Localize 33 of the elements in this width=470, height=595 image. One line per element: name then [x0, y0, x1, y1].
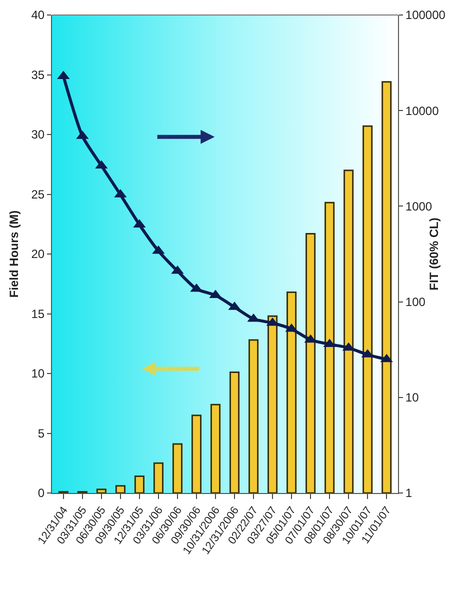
- bar: [229, 372, 240, 493]
- bar: [96, 488, 106, 493]
- y-tick-label: 0: [38, 486, 45, 500]
- y2-tick-label: 100000: [405, 8, 446, 22]
- y-tick-label: 20: [31, 247, 45, 262]
- bar: [172, 443, 182, 493]
- bar: [115, 485, 126, 493]
- bar: [191, 414, 202, 493]
- y2-tick-label: 1: [405, 486, 412, 500]
- y2-tick-label: 10000: [405, 104, 440, 118]
- y-tick-label: 15: [31, 306, 45, 321]
- y2-tick-label: 1000: [405, 199, 432, 214]
- bar: [324, 202, 335, 493]
- bar: [210, 404, 221, 493]
- bar: [382, 81, 392, 493]
- y-tick-label: 30: [31, 128, 45, 142]
- y-tick-label: 25: [31, 187, 45, 202]
- bar: [153, 462, 164, 493]
- bar: [268, 315, 278, 493]
- y2-tick-label: 100: [405, 295, 426, 309]
- bar: [286, 291, 297, 493]
- y2-tick-label: 10: [405, 390, 420, 405]
- bar: [248, 339, 259, 493]
- bar: [344, 170, 354, 493]
- bar: [134, 476, 144, 493]
- y-tick-label: 5: [38, 426, 45, 440]
- y-tick-label: 35: [31, 68, 45, 82]
- bar: [306, 232, 316, 493]
- y-tick-label: 40: [31, 8, 45, 22]
- y-axis-title: Field Hours (M): [7, 210, 21, 298]
- y-tick-label: 10: [31, 366, 45, 381]
- bar: [362, 125, 373, 493]
- y2-axis-title: FIT (60% CL): [427, 218, 441, 290]
